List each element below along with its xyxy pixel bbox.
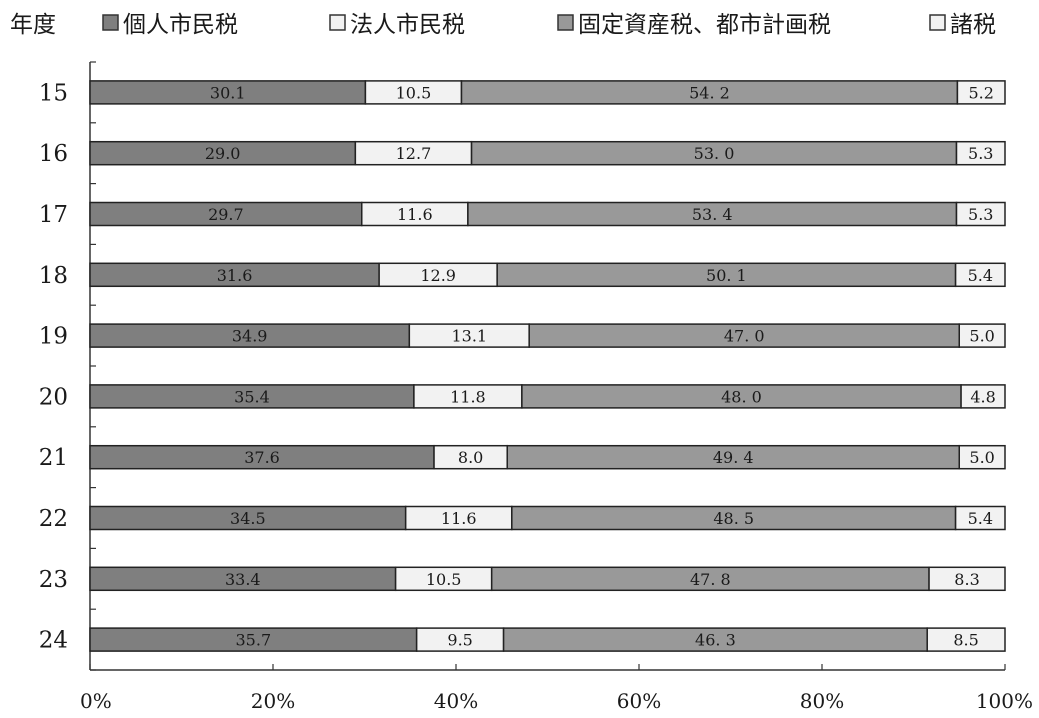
data-label: 5.3 [968, 144, 993, 163]
data-label: 35.4 [234, 387, 270, 406]
data-label: 47. 0 [724, 327, 765, 346]
data-label: 34.5 [230, 509, 266, 528]
data-label: 53. 0 [694, 144, 735, 163]
data-label: 49. 4 [713, 448, 754, 467]
data-label: 48. 5 [713, 509, 754, 528]
data-label: 34.9 [232, 327, 268, 346]
data-label: 37.6 [244, 448, 280, 467]
data-label: 5.4 [968, 509, 993, 528]
data-label: 35.7 [236, 631, 272, 650]
bar-segment [954, 505, 1006, 531]
legend-swatch [329, 14, 346, 31]
data-label: 29.7 [208, 205, 244, 224]
legend-label: 個人市民税 [123, 12, 238, 38]
x-tick-label: 100% [976, 689, 1033, 713]
legend-category-label: 年度 [10, 12, 56, 38]
data-label: 33.4 [225, 570, 261, 589]
category-tick-label: 16 [39, 141, 68, 167]
data-label: 30.1 [210, 83, 246, 102]
data-label: 11.6 [441, 509, 477, 528]
data-label: 54. 2 [689, 83, 730, 102]
bars [89, 80, 1006, 652]
x-tick-label: 60% [617, 689, 661, 713]
x-tick-label: 0% [80, 689, 112, 713]
bar-segment [960, 384, 1006, 409]
data-label: 8.5 [953, 631, 978, 650]
data-label: 13.1 [451, 327, 487, 346]
data-label: 10.5 [426, 570, 462, 589]
tick-labels: 15 16 17 18 19 20 21 22 23 24 0% 20% 40% 60% 80% 100% [39, 80, 1033, 713]
data-label: 53. 4 [692, 205, 733, 224]
data-label: 11.8 [450, 387, 486, 406]
data-label: 47. 8 [690, 570, 731, 589]
value-labels: 30.1 10.5 54. 2 5.2 29.0 12.7 53. 0 5.3 29.7 11.6… [205, 83, 996, 649]
category-tick-label: 18 [39, 263, 68, 289]
bar-segment [954, 262, 1006, 288]
category-tick-label: 23 [39, 567, 68, 593]
data-label: 48. 0 [721, 387, 762, 406]
data-label: 12.9 [420, 266, 456, 285]
data-label: 5.0 [969, 327, 994, 346]
data-label: 12.7 [396, 144, 432, 163]
category-tick-label: 17 [39, 202, 68, 228]
bar-segment [926, 627, 1006, 652]
data-label: 8.3 [954, 570, 979, 589]
data-label: 4.8 [970, 387, 995, 406]
category-tick-label: 19 [39, 324, 68, 350]
category-tick-label: 20 [39, 384, 68, 410]
legend-swatch [102, 14, 119, 31]
category-tick-label: 22 [39, 506, 68, 532]
bar-segment [928, 566, 1006, 592]
legend-label: 諸税 [950, 12, 996, 38]
data-label: 8.0 [458, 448, 483, 467]
data-label: 50. 1 [706, 266, 747, 285]
data-label: 5.4 [968, 266, 993, 285]
bar-segment [956, 80, 1006, 105]
x-tick-label: 80% [800, 689, 844, 713]
data-label: 29.0 [205, 144, 241, 163]
data-label: 10.5 [396, 83, 432, 102]
legend-swatch [557, 14, 574, 31]
bar-segment [955, 201, 1006, 227]
category-tick-label: 15 [39, 80, 68, 106]
bar-segment [958, 444, 1006, 470]
category-tick-label: 21 [39, 445, 68, 471]
bar-segment [958, 323, 1006, 348]
data-label: 46. 3 [695, 631, 736, 650]
data-label: 5.0 [969, 448, 994, 467]
category-tick-label: 24 [39, 628, 68, 654]
data-label: 9.5 [447, 631, 472, 650]
data-label: 11.6 [397, 205, 433, 224]
data-label: 31.6 [217, 266, 253, 285]
data-label: 5.2 [968, 83, 993, 102]
data-label: 5.3 [968, 205, 993, 224]
legend-label: 法人市民税 [350, 12, 465, 38]
x-tick-label: 40% [434, 689, 478, 713]
legend-label: 固定資産税、都市計画税 [578, 12, 831, 38]
x-tick-label: 20% [251, 689, 295, 713]
legend: 年度 個人市民税 法人市民税 固定資産税、都市計画税 諸税 [10, 12, 996, 38]
legend-swatch [929, 14, 946, 31]
bar-segment [955, 140, 1006, 166]
